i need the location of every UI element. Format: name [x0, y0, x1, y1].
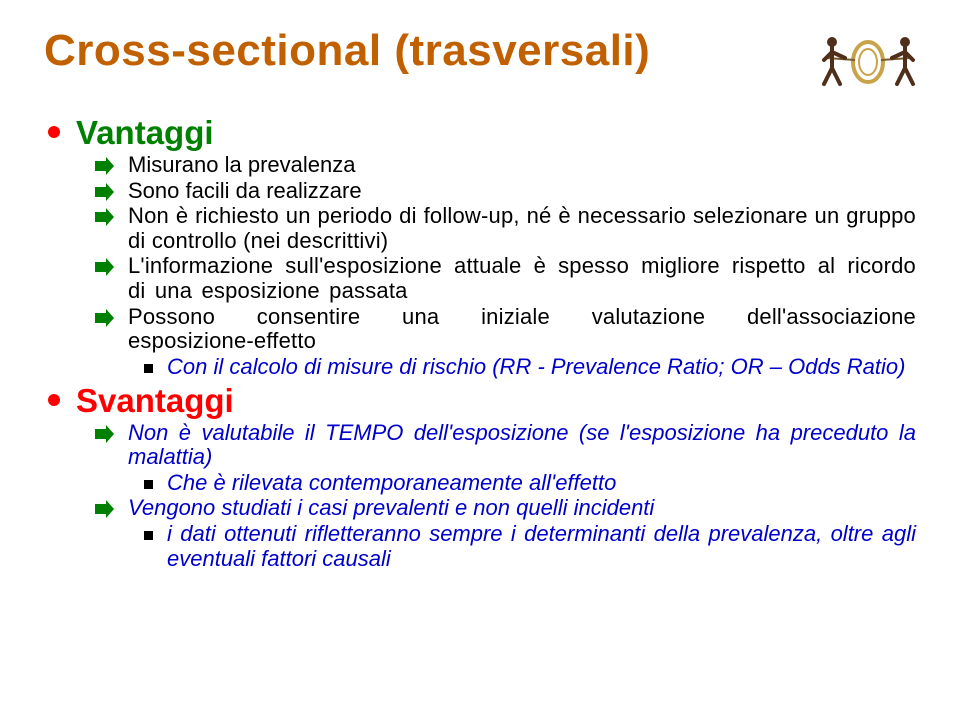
section-heading-vantaggi: Vantaggi: [44, 114, 916, 152]
bullet-dot-icon: [48, 126, 60, 138]
list-item: Non è valutabile il TEMPO dell'esposizio…: [44, 421, 916, 470]
arrow-right-icon: [94, 425, 114, 445]
square-bullet-icon: [144, 480, 153, 489]
slide-title: Cross-sectional (trasversali): [44, 28, 650, 74]
square-bullet-icon: [144, 364, 153, 373]
arrow-right-icon: [94, 208, 114, 228]
slide-body: Vantaggi Misurano la prevalenza Sono fac…: [44, 114, 916, 571]
subitem-text: Che è rilevata contemporaneamente all'ef…: [167, 471, 916, 496]
arrow-right-icon: [94, 258, 114, 278]
arrow-right-icon: [94, 183, 114, 203]
bullet-dot-icon: [48, 394, 60, 406]
list-subitem: i dati ottenuti rifletteranno sempre i d…: [44, 522, 916, 571]
tug-of-war-icon: [821, 28, 916, 96]
item-text: Non è valutabile il TEMPO dell'esposizio…: [128, 421, 916, 470]
list-subitem: Che è rilevata contemporaneamente all'ef…: [44, 471, 916, 496]
item-text: Misurano la prevalenza: [128, 153, 916, 178]
item-text: Possono consentire una iniziale valutazi…: [128, 305, 916, 354]
arrow-right-icon: [94, 309, 114, 329]
list-item: L'informazione sull'esposizione attuale …: [44, 254, 916, 303]
item-text: Vengono studiati i casi prevalenti e non…: [128, 496, 916, 521]
item-text: L'informazione sull'esposizione attuale …: [128, 254, 916, 303]
item-text: Non è richiesto un periodo di follow-up,…: [128, 204, 916, 253]
heading-text: Vantaggi: [76, 114, 214, 152]
arrow-right-icon: [94, 500, 114, 520]
list-subitem: Con il calcolo di misure di rischio (RR …: [44, 355, 916, 380]
item-text: Sono facili da realizzare: [128, 179, 916, 204]
slide: Cross-sectional (trasversali) Vantagg: [0, 0, 960, 720]
list-item: Vengono studiati i casi prevalenti e non…: [44, 496, 916, 521]
title-row: Cross-sectional (trasversali): [44, 28, 916, 96]
heading-text: Svantaggi: [76, 382, 234, 420]
list-item: Possono consentire una iniziale valutazi…: [44, 305, 916, 354]
list-item: Non è richiesto un periodo di follow-up,…: [44, 204, 916, 253]
subitem-text: i dati ottenuti rifletteranno sempre i d…: [167, 522, 916, 571]
arrow-right-icon: [94, 157, 114, 177]
section-heading-svantaggi: Svantaggi: [44, 382, 916, 420]
list-item: Misurano la prevalenza: [44, 153, 916, 178]
list-item: Sono facili da realizzare: [44, 179, 916, 204]
subitem-text: Con il calcolo di misure di rischio (RR …: [167, 355, 916, 380]
square-bullet-icon: [144, 531, 153, 540]
